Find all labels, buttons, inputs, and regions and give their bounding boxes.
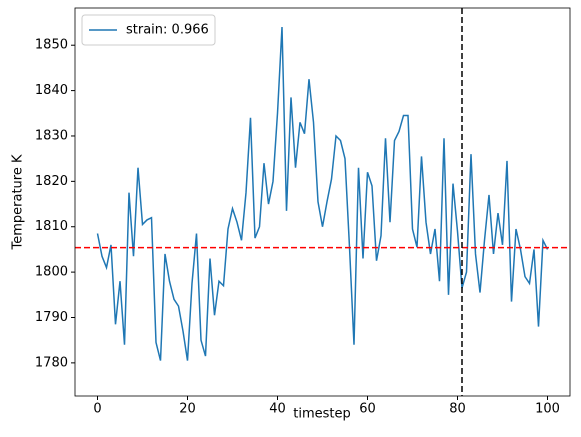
x-tick-label: 40	[269, 402, 286, 417]
x-tick-label: 20	[179, 402, 196, 417]
y-tick-label: 1780	[35, 355, 68, 370]
legend-label: strain: 0.966	[126, 23, 209, 38]
y-tick-label: 1840	[35, 83, 68, 98]
x-tick-label: 80	[449, 402, 466, 417]
x-tick-label: 60	[359, 402, 376, 417]
legend-box	[81, 14, 216, 46]
y-tick-label: 1820	[35, 174, 68, 189]
x-axis-label: timestep	[293, 407, 351, 422]
x-tick-label: 0	[93, 402, 101, 417]
y-axis-label: Temperature K	[11, 154, 26, 250]
y-tick-label: 1810	[35, 219, 68, 234]
y-tick-label: 1790	[35, 310, 68, 325]
data-line	[96, 27, 549, 361]
x-tick-label: 100	[535, 402, 560, 417]
y-tick-label: 1800	[35, 265, 68, 280]
plot-frame	[74, 7, 571, 397]
y-tick-label: 1850	[35, 38, 68, 53]
y-tick-label: 1830	[35, 128, 68, 143]
